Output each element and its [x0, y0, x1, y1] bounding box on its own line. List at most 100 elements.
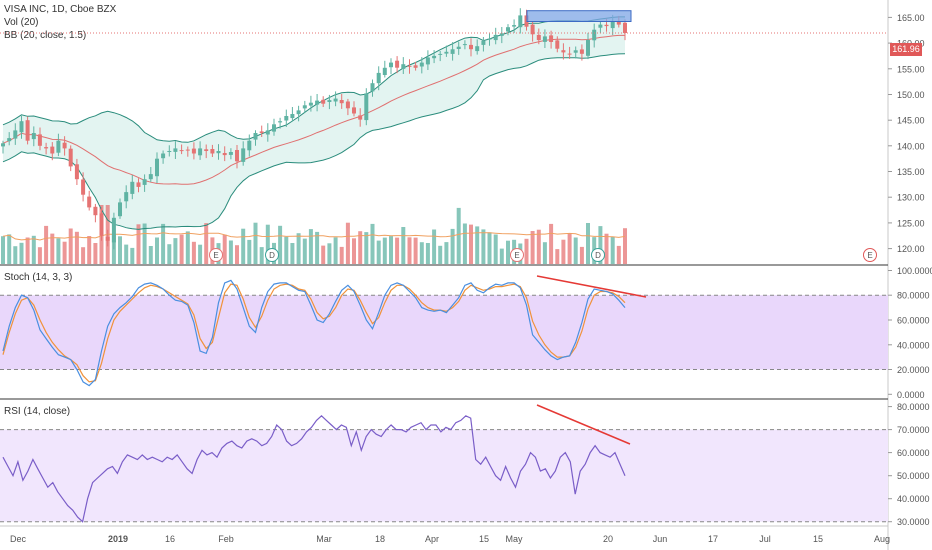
volume-bar [308, 229, 313, 264]
symbol-title: VISA INC, 1D, Cboe BZX [4, 4, 117, 15]
candle-body [44, 147, 49, 149]
volume-bar [68, 228, 73, 264]
volume-bar [549, 223, 554, 264]
volume-bar [327, 243, 332, 264]
last-price-tag: 161.96 [890, 43, 922, 56]
candle-body [130, 181, 135, 194]
rsi-trendline [536, 404, 631, 445]
stoch-indicator-label[interactable]: Stoch (14, 3, 3) [4, 272, 73, 283]
candle-body [19, 121, 24, 133]
price-axis-tick-label: 150.00 [897, 90, 925, 100]
volume-bar [265, 224, 270, 264]
event-marker-label: D [595, 251, 601, 260]
volume-bar [37, 247, 42, 264]
stoch-axis-tick-label: 60.0000 [897, 316, 930, 326]
volume-indicator-label[interactable]: Vol (20) [4, 17, 39, 28]
candle-body [389, 62, 393, 68]
bollinger-lower-line [2, 53, 626, 230]
candle-body [425, 57, 430, 65]
volume-ma-line [2, 232, 626, 241]
volume-bar [462, 223, 467, 264]
price-axis-tick-label: 135.00 [897, 167, 925, 177]
candle-body [13, 130, 18, 139]
volume-bar [124, 244, 129, 264]
volume-bar [155, 237, 159, 264]
volume-bar [136, 224, 141, 264]
volume-bar [561, 239, 566, 264]
time-axis-tick-label: Mar [316, 534, 332, 544]
price-axis-tick-label: 130.00 [897, 193, 925, 203]
candle-body [364, 93, 369, 121]
candle-body [469, 44, 473, 50]
volume-bar [401, 227, 406, 264]
event-marker-circle [209, 248, 223, 262]
candle-body [167, 151, 172, 152]
candle-body [265, 130, 270, 135]
volume-bar [130, 247, 135, 264]
candle-body [567, 53, 572, 55]
time-axis-tick-label: 17 [708, 534, 718, 544]
rsi-indicator-label[interactable]: RSI (14, close) [4, 406, 71, 417]
candle-body [512, 25, 517, 27]
candle-body [142, 179, 147, 185]
candle-body [25, 120, 30, 141]
volume-bar [74, 231, 79, 264]
event-marker: E [510, 248, 524, 262]
stoch-d-line [2, 283, 626, 383]
stoch-trendline [536, 275, 647, 298]
volume-bar [284, 236, 289, 264]
volume-bar [370, 223, 375, 264]
event-marker-circle [510, 248, 524, 262]
candle-body [339, 100, 344, 104]
volume-bar [56, 238, 61, 264]
event-marker: D [265, 248, 279, 262]
candle-body [487, 38, 492, 40]
candle-body [204, 149, 209, 151]
bollinger-indicator-label[interactable]: BB (20, close, 1.5) [4, 30, 87, 41]
candle-body [56, 140, 61, 153]
volume-bar [352, 238, 356, 264]
candle-body [37, 134, 42, 146]
time-axis-tick-label: May [505, 534, 523, 544]
candle-body [598, 24, 603, 28]
volume-bar [198, 244, 203, 264]
event-marker-label: E [514, 251, 519, 260]
volume-bar [204, 223, 209, 264]
price-axis-tick-label: 145.00 [897, 116, 925, 126]
candle-body [302, 105, 307, 109]
candle-body [124, 192, 129, 202]
volume-bar [395, 237, 400, 264]
event-marker: D [591, 248, 605, 262]
candle-body [62, 142, 67, 149]
volume-bar [167, 244, 172, 264]
candle-body [475, 46, 480, 52]
candle-body [413, 65, 418, 68]
rsi-axis-tick-label: 60.0000 [897, 448, 930, 458]
stoch-axis-tick-label: 20.0000 [897, 365, 930, 375]
candle-body [272, 124, 276, 132]
candle-body [191, 148, 196, 154]
candle-body [308, 102, 313, 106]
candle-body [499, 33, 504, 36]
candle-body [247, 140, 252, 151]
rsi-axis-tick-label: 70.0000 [897, 425, 930, 435]
volume-bar [44, 225, 49, 264]
candle-body [438, 53, 443, 55]
volume-bar [524, 238, 529, 264]
stoch-axis-tick-label: 0.0000 [897, 390, 925, 400]
volume-bar [241, 228, 246, 264]
candle-body [68, 148, 73, 167]
candle-body [278, 121, 283, 123]
volume-bar [185, 231, 190, 264]
volume-bar [567, 233, 572, 264]
time-axis-tick-label: 18 [375, 534, 385, 544]
volume-bar [358, 231, 363, 264]
rsi-axis-tick-label: 50.0000 [897, 471, 930, 481]
volume-bar [345, 222, 350, 264]
candle-body [1, 143, 5, 147]
time-axis-tick-label: 15 [813, 534, 823, 544]
volume-bar [13, 246, 18, 264]
volume-bar [278, 225, 283, 264]
volume-bar [579, 246, 584, 264]
